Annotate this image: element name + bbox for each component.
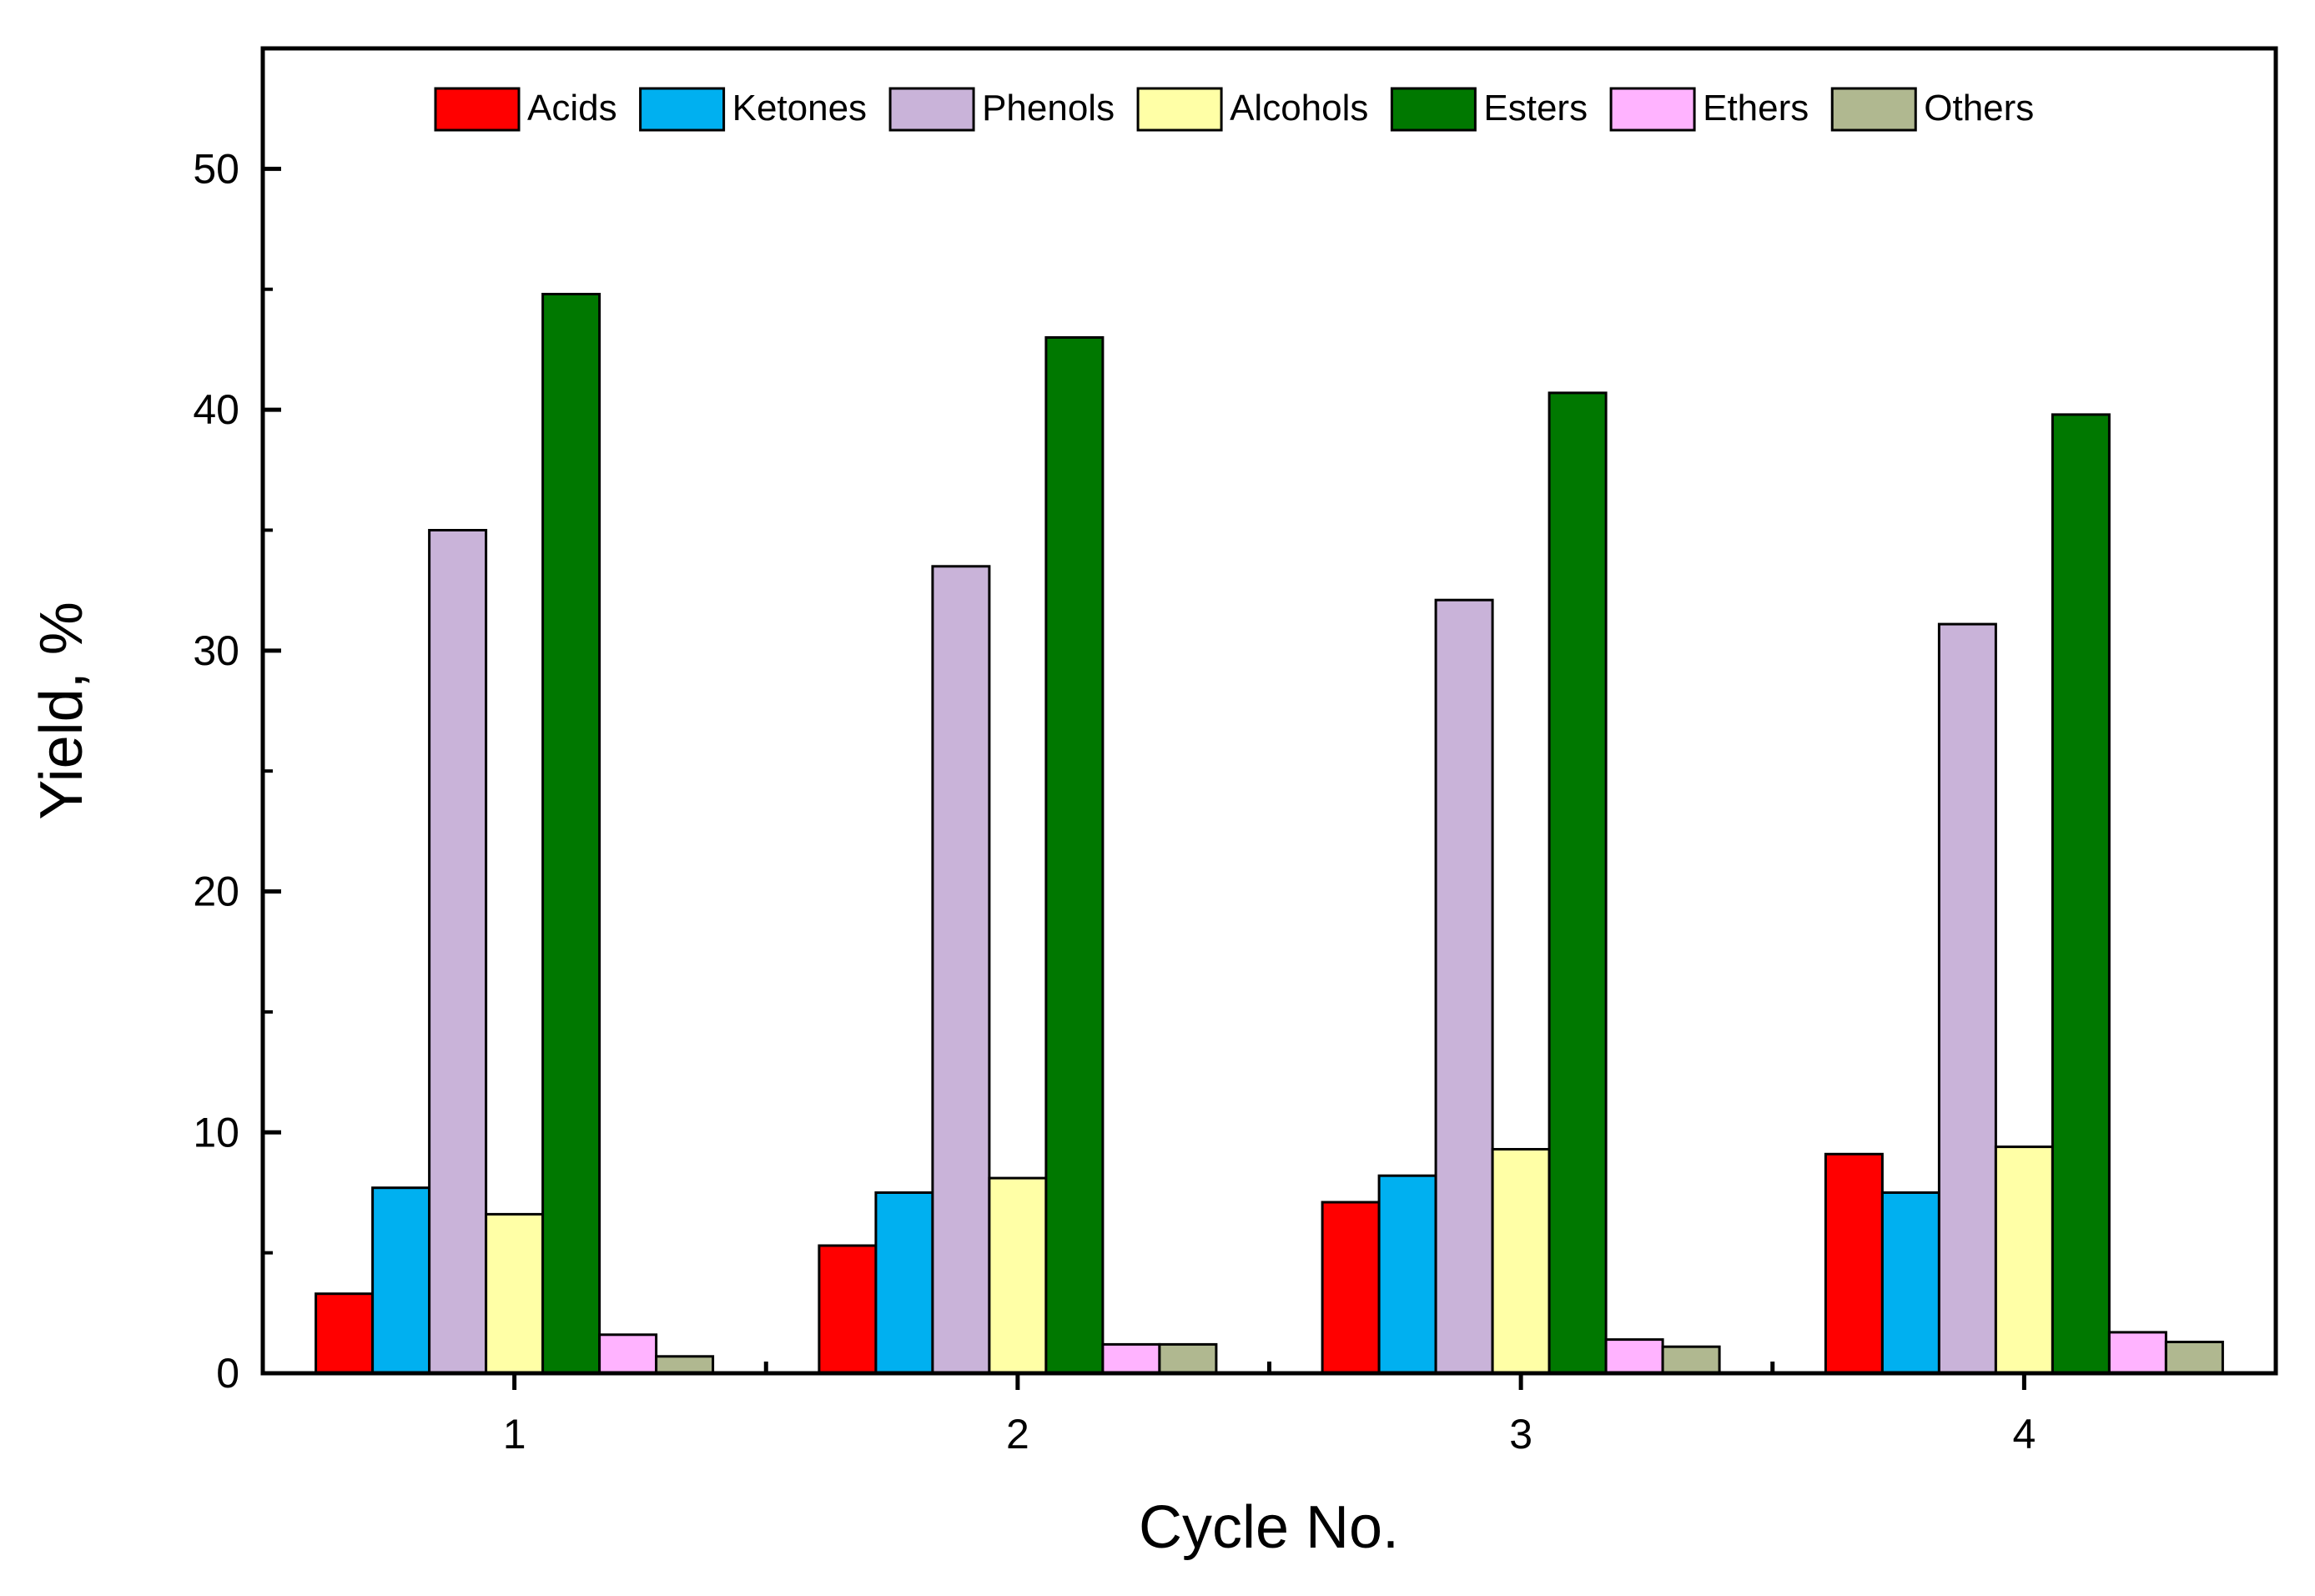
- bar-ethers-cycle-2: [1101, 1342, 1161, 1375]
- bar-others-cycle-1: [655, 1355, 715, 1375]
- legend-swatch-acids: [434, 87, 521, 132]
- y-tick-label: 50: [193, 145, 239, 192]
- legend-swatch-esters: [1390, 87, 1477, 132]
- bar-others-cycle-4: [2164, 1341, 2224, 1375]
- bar-phenols-cycle-2: [931, 565, 991, 1375]
- legend-swatch-phenols: [888, 87, 975, 132]
- legend-label-ethers: Ethers: [1703, 88, 1809, 128]
- legend-label-others: Others: [1924, 88, 2034, 128]
- bar-ketones-cycle-3: [1377, 1174, 1437, 1375]
- legend-label-alcohols: Alcohols: [1230, 88, 1368, 128]
- bar-others-cycle-3: [1661, 1345, 1721, 1375]
- bar-alcohols-cycle-3: [1491, 1148, 1551, 1375]
- bar-alcohols-cycle-1: [485, 1212, 545, 1375]
- bar-esters-cycle-2: [1044, 336, 1105, 1375]
- bar-acids-cycle-1: [315, 1292, 375, 1375]
- bar-esters-cycle-3: [1548, 391, 1608, 1375]
- bar-alcohols-cycle-2: [988, 1176, 1048, 1375]
- legend-swatch-ethers: [1609, 87, 1696, 132]
- bar-alcohols-cycle-4: [1994, 1145, 2054, 1375]
- bar-acids-cycle-3: [1321, 1201, 1381, 1375]
- bar-ketones-cycle-2: [874, 1191, 934, 1375]
- bar-phenols-cycle-3: [1434, 598, 1494, 1375]
- y-tick-label: 30: [193, 627, 239, 674]
- bar-ketones-cycle-4: [1880, 1191, 1940, 1375]
- bar-phenols-cycle-4: [1937, 622, 1997, 1375]
- legend: Acids Ketones Phenols Alcohols Esters Ethers O…: [434, 87, 2034, 132]
- x-tick-label-2: 2: [1006, 1411, 1029, 1458]
- bar-others-cycle-2: [1158, 1342, 1218, 1375]
- bar-esters-cycle-1: [541, 293, 601, 1375]
- legend-label-ketones: Ketones: [732, 88, 867, 128]
- bar-ethers-cycle-3: [1604, 1338, 1664, 1375]
- legend-label-acids: Acids: [527, 88, 617, 128]
- bar-ketones-cycle-1: [371, 1186, 431, 1375]
- bars-layer: [315, 293, 2224, 1375]
- bar-phenols-cycle-1: [428, 529, 488, 1375]
- x-tick-label-3: 3: [1509, 1411, 1532, 1458]
- bar-ethers-cycle-4: [2107, 1331, 2167, 1375]
- legend-swatch-others: [1830, 87, 1917, 132]
- y-axis-title: Yield, %: [28, 602, 95, 819]
- legend-swatch-ketones: [639, 87, 726, 132]
- bar-esters-cycle-4: [2051, 413, 2111, 1375]
- x-axis-title: Cycle No.: [1139, 1494, 1399, 1561]
- y-tick-label: 10: [193, 1109, 239, 1155]
- axes-layer: 0 10 20 30 40 50 1 2 3 4: [193, 145, 2036, 1458]
- x-tick-label-4: 4: [2012, 1411, 2036, 1458]
- x-tick-label-1: 1: [503, 1411, 526, 1458]
- legend-swatch-alcohols: [1136, 87, 1223, 132]
- legend-label-phenols: Phenols: [982, 88, 1115, 128]
- y-tick-label: 0: [216, 1350, 239, 1397]
- bar-acids-cycle-2: [818, 1244, 878, 1375]
- y-tick-label: 20: [193, 868, 239, 915]
- bar-acids-cycle-4: [1824, 1152, 1884, 1375]
- y-tick-label: 40: [193, 386, 239, 433]
- legend-label-esters: Esters: [1483, 88, 1588, 128]
- bar-ethers-cycle-1: [598, 1333, 658, 1375]
